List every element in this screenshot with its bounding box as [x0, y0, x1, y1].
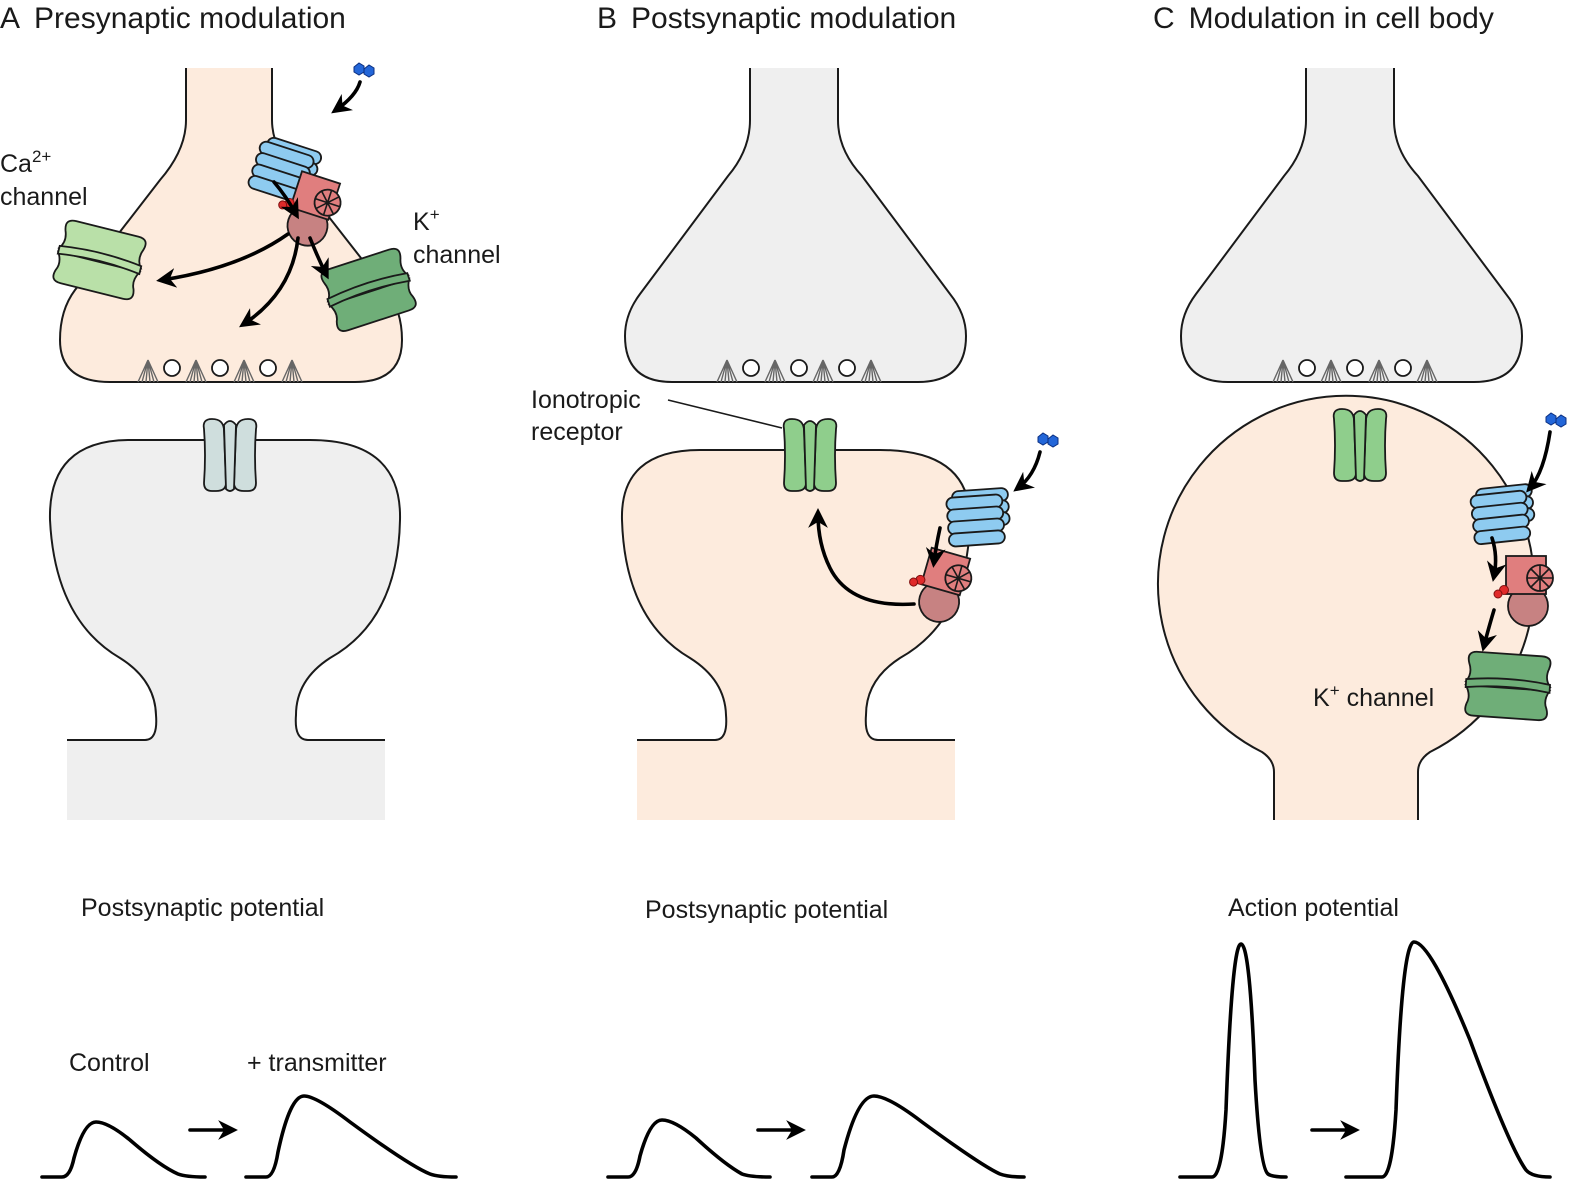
ionotropic-receptor-c	[1332, 408, 1388, 482]
postsynaptic-membrane-b	[620, 449, 972, 741]
arrow-to-k-channel-c	[1477, 608, 1497, 652]
trace-c-transmitter	[1344, 940, 1552, 1179]
transmitter-ligand-b	[1037, 432, 1059, 448]
trace-c-control	[1178, 942, 1288, 1179]
presynaptic-terminal-b	[623, 68, 968, 383]
control-label: Control	[69, 1049, 150, 1077]
metabotropic-receptor-c	[1468, 482, 1538, 546]
panel-a: A Presynaptic modulation Ca2+ channel K+ …	[0, 2, 501, 1179]
arrow-to-ionotropic	[808, 508, 916, 607]
postsynaptic-spine-b	[637, 740, 955, 820]
transmitter-label: + transmitter	[247, 1049, 387, 1077]
panel-b-title: B Postsynaptic modulation	[597, 2, 956, 35]
trace-title-c: Action potential	[1228, 894, 1399, 922]
presynaptic-terminal-c	[1179, 68, 1524, 383]
k-channel-c	[1462, 650, 1553, 722]
trace-b-transmitter	[810, 1094, 1026, 1179]
receptor-to-gprotein-arrow	[272, 180, 299, 220]
inactive-ionotropic-receptor	[202, 418, 258, 492]
postsynaptic-membrane	[48, 439, 402, 741]
postsynaptic-spine	[67, 740, 385, 820]
ionotropic-leader-line	[667, 399, 783, 429]
presynaptic-terminal	[58, 68, 404, 383]
ionotropic-label-line2: receptor	[531, 418, 623, 446]
panel-b: B Postsynaptic modulation Ionotropic rece…	[531, 2, 1059, 1179]
ligand-arrow-b	[1013, 450, 1042, 492]
k-channel-label-c: K+ channel	[1313, 681, 1434, 712]
ca-channel-label-line2: channel	[0, 183, 88, 211]
panel-c-title: C Modulation in cell body	[1153, 2, 1494, 35]
ionotropic-label-line1: Ionotropic	[531, 386, 641, 414]
ca-channel-label: Ca2+	[0, 147, 51, 178]
ligand-arrow-a	[331, 80, 362, 114]
trace-b-control	[606, 1118, 772, 1179]
transmitter-ligand-c	[1545, 412, 1567, 428]
trace-title-b: Postsynaptic potential	[645, 896, 888, 924]
trace-a-control	[40, 1120, 207, 1179]
trace-title-a: Postsynaptic potential	[81, 894, 324, 922]
receptor-to-gprotein-arrow-c	[1487, 536, 1507, 582]
k-channel-label-a: K+	[413, 205, 440, 236]
panel-a-title: A Presynaptic modulation	[0, 2, 346, 35]
ligand-arrow-c	[1526, 430, 1552, 493]
arrow-to-k-channel	[308, 236, 329, 280]
receptor-to-gprotein-arrow-b	[925, 526, 946, 568]
metabotropic-receptor-b	[944, 486, 1013, 548]
trace-a-transmitter	[244, 1094, 458, 1179]
arrow-to-ca-channel	[156, 232, 290, 288]
transmitter-ligand-a	[353, 62, 375, 78]
k-channel-label-a-line2: channel	[413, 241, 501, 269]
ionotropic-receptor	[782, 418, 838, 492]
panel-c: C Modulation in cell body K+ channel Acti…	[1153, 2, 1567, 1179]
arrow-to-release	[239, 236, 300, 328]
